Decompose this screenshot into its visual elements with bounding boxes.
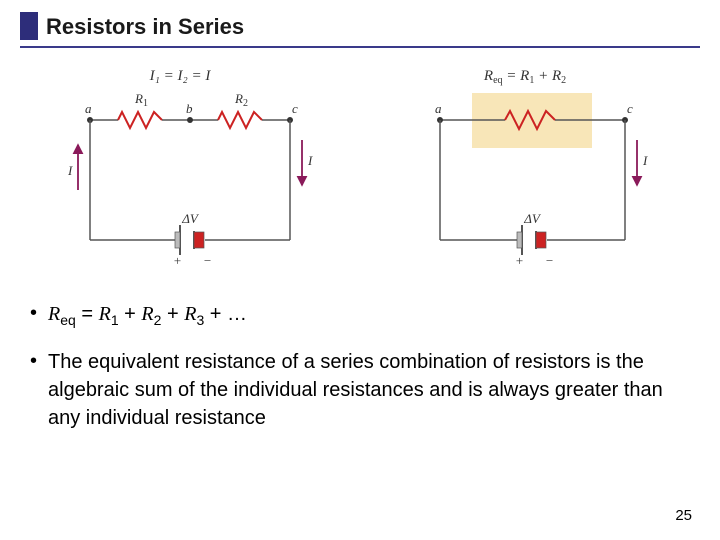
bullet-dot-icon: • <box>30 300 48 334</box>
battery-minus-plate <box>194 232 204 248</box>
label-r1: R1 <box>134 91 148 109</box>
label-i-right: I <box>307 153 313 168</box>
left-top-formula: I₁ = I₂ = I <box>149 68 212 84</box>
label-minus-right: − <box>545 253 554 268</box>
label-minus-left: − <box>203 253 212 268</box>
bullet-list: • Req = R1 + R2 + R3 + … • The equivalen… <box>30 300 690 446</box>
label-plus-left: + <box>173 253 182 268</box>
label-b: b <box>186 101 193 116</box>
right-top-formula: Req = R1 + R2 <box>483 68 566 86</box>
battery-plus-plate <box>175 232 180 248</box>
title-bar: Resistors in Series <box>20 12 700 48</box>
label-a-right: a <box>435 101 442 116</box>
bullet-2: • The equivalent resistance of a series … <box>30 348 690 432</box>
page-number: 25 <box>675 507 692 524</box>
slide-title: Resistors in Series <box>46 12 244 40</box>
label-r2: R2 <box>234 91 248 109</box>
label-dv-left: ΔV <box>181 211 200 226</box>
bullet-dot-icon: • <box>30 348 48 432</box>
label-dv-right: ΔV <box>523 211 542 226</box>
resistor-r2 <box>218 112 262 128</box>
bullet-1: • Req = R1 + R2 + R3 + … <box>30 300 690 334</box>
title-accent-box <box>20 12 38 40</box>
label-plus-right: + <box>515 253 524 268</box>
label-i-left: I <box>67 163 73 178</box>
battery-minus-plate-right <box>536 232 546 248</box>
label-a: a <box>85 101 92 116</box>
resistor-r1 <box>118 112 162 128</box>
label-c-right: c <box>627 101 633 116</box>
bullet-1-text: Req = R1 + R2 + R3 + … <box>48 300 247 334</box>
battery-plus-plate-right <box>517 232 522 248</box>
circuit-diagram: I₁ = I₂ = I a b c R1 <box>40 55 680 285</box>
label-c: c <box>292 101 298 116</box>
label-i-right2: I <box>642 153 648 168</box>
bullet-2-text: The equivalent resistance of a series co… <box>48 348 690 432</box>
